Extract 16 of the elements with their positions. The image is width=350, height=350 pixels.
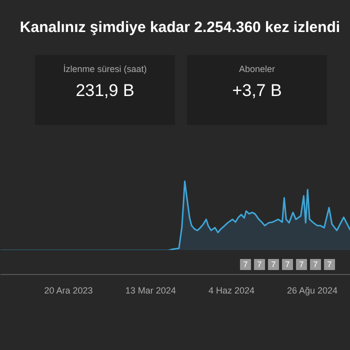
text: Aboneler (238, 63, 276, 76)
text: 7 (240, 259, 251, 270)
text: 7 (310, 259, 321, 270)
text: 7 (254, 259, 265, 270)
x-tick-label: 26 Ağu 2024 (286, 286, 338, 296)
text: 7 (282, 259, 293, 270)
x-tick-label: 13 Mar 2024 (125, 286, 176, 296)
text: 7 (296, 259, 307, 270)
text: 7 (324, 259, 335, 270)
text: Kanalınız şimdiye kadar 2.254.360 kez izlendi (20, 18, 340, 38)
text: 7 (268, 259, 279, 270)
text: 231,9 B (74, 80, 136, 102)
text: +3,7 B (232, 80, 282, 102)
text: İzlenme süresi (saat) (63, 63, 147, 76)
x-tick-label: 4 Haz 2024 (208, 286, 255, 296)
x-tick-label: 20 Ara 2023 (44, 286, 93, 296)
